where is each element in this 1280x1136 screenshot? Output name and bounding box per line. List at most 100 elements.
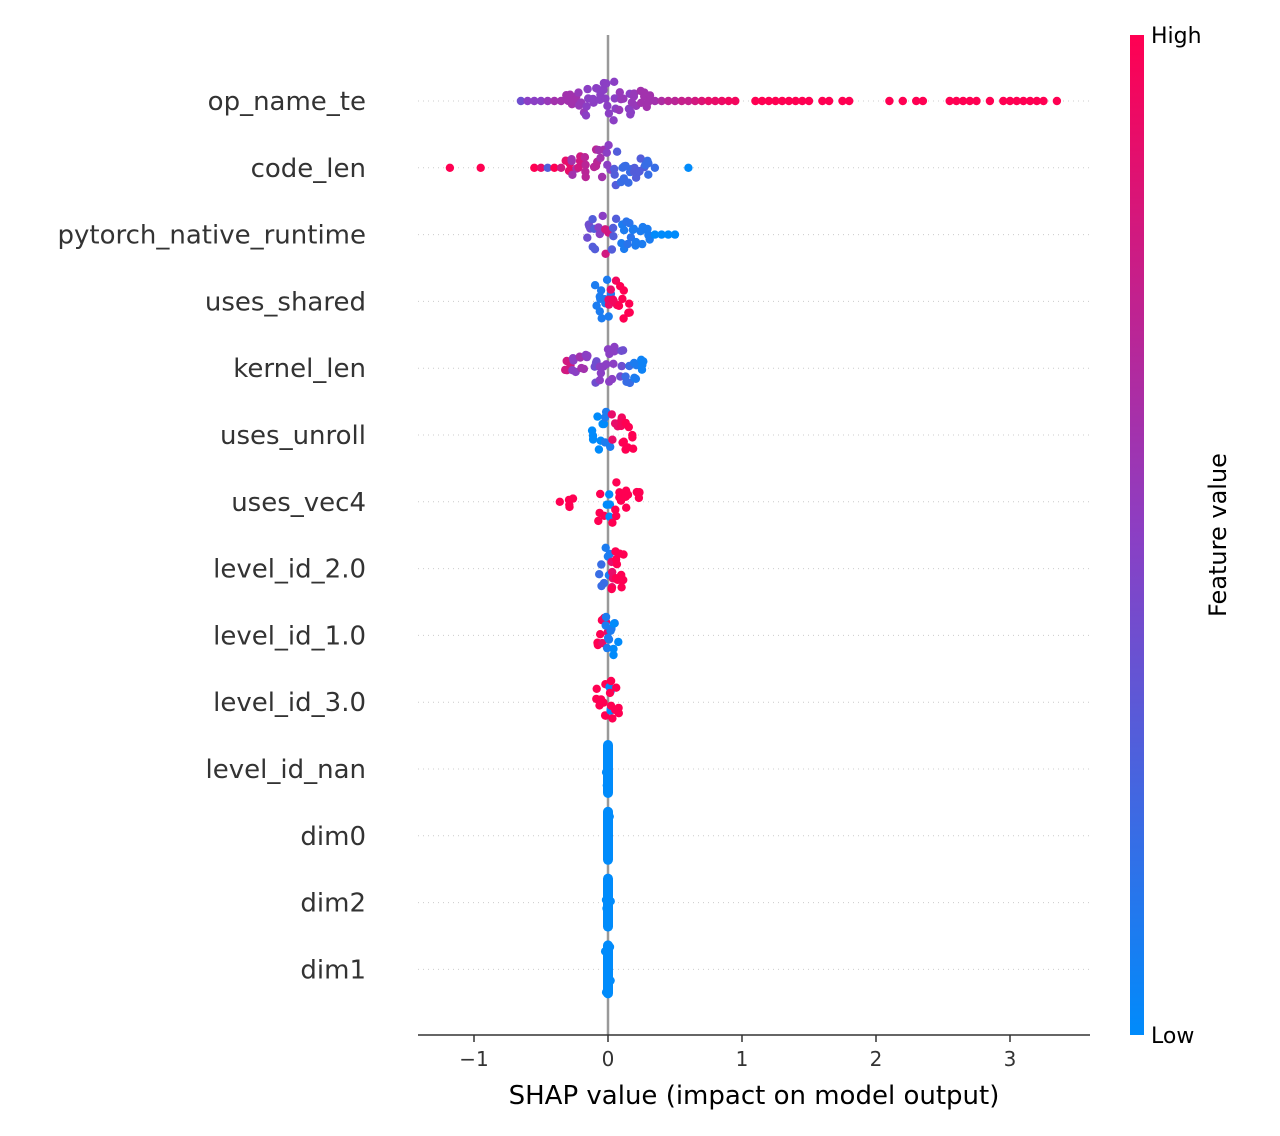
feature-label: level_id_1.0: [213, 621, 366, 651]
shap-point: [958, 96, 968, 106]
shap-point: [612, 147, 622, 156]
feature-label: dim2: [300, 889, 366, 919]
shap-point: [598, 211, 607, 221]
x-tick-label: 3: [1004, 1047, 1017, 1071]
shap-point: [657, 96, 666, 106]
shap-point: [621, 161, 630, 171]
shap-point: [609, 232, 618, 241]
shap-point: [595, 376, 604, 385]
beeswarm-points: [445, 77, 1062, 999]
shap-point: [612, 511, 621, 521]
shap-point: [624, 104, 634, 114]
x-tick-label: 0: [602, 1047, 615, 1071]
shap-point: [583, 84, 592, 94]
feature-points-level_id_2.0: [595, 543, 628, 594]
shap-point: [645, 91, 655, 100]
shap-point: [965, 96, 974, 106]
shap-point: [717, 96, 727, 106]
shap-point: [596, 489, 605, 499]
shap-point: [592, 684, 601, 693]
feature-label: dim1: [300, 955, 366, 985]
shap-point: [594, 145, 603, 155]
shap-point: [619, 314, 628, 323]
shap-point: [798, 96, 807, 106]
shap-point: [597, 581, 606, 591]
shap-point: [610, 170, 619, 179]
shap-point: [677, 96, 686, 106]
shap-point: [845, 96, 854, 106]
shap-point: [1005, 96, 1015, 106]
shap-point: [664, 230, 673, 239]
shap-point: [599, 698, 608, 707]
shap-point: [650, 96, 660, 106]
shap-point: [731, 96, 740, 106]
shap-point: [1012, 96, 1021, 106]
feature-label: uses_shared: [205, 287, 366, 317]
feature-label: pytorch_native_runtime: [58, 221, 366, 251]
shap-point: [635, 167, 644, 176]
shap-point: [574, 88, 583, 97]
feature-labels: op_name_te code_len pytorch_native_runtime…: [58, 87, 366, 985]
feature-points-level_id_3.0: [592, 676, 623, 723]
shap-point: [550, 163, 559, 172]
shap-point: [670, 230, 680, 239]
shap-point: [617, 583, 626, 592]
shap-point: [582, 102, 591, 111]
shap-point: [567, 155, 576, 164]
shap-point: [650, 163, 660, 172]
x-axis-ticks: −1 0 1 2 3: [459, 1035, 1016, 1071]
shap-point: [598, 419, 607, 429]
shap-point: [579, 364, 589, 374]
shap-point: [697, 96, 706, 106]
shap-point: [476, 163, 485, 172]
shap-point: [628, 433, 637, 442]
feature-label: level_id_nan: [206, 755, 366, 785]
shap-point: [607, 410, 616, 419]
shap-point: [625, 218, 634, 228]
x-axis-title: SHAP value (impact on model output): [509, 1081, 1000, 1111]
shap-point: [593, 412, 602, 421]
shap-point: [608, 714, 617, 723]
colorbar: [1130, 35, 1144, 1035]
feature-label: dim0: [300, 822, 366, 852]
shap-point: [595, 570, 604, 579]
shap-point: [596, 368, 606, 378]
shap-point: [757, 96, 767, 106]
shap-point: [523, 96, 532, 106]
shap-point: [612, 683, 621, 692]
shap-point: [581, 111, 591, 120]
feature-points-uses_vec4: [555, 478, 644, 527]
shap-point: [638, 239, 647, 249]
shap-point: [543, 96, 552, 106]
shap-point: [606, 676, 616, 686]
shap-point: [612, 478, 621, 487]
shap-point: [568, 494, 578, 503]
shap-point: [594, 516, 603, 526]
shap-point: [644, 230, 653, 240]
shap-point: [556, 163, 566, 172]
shap-point: [804, 96, 814, 106]
x-tick-label: 1: [736, 1047, 749, 1071]
shap-point: [601, 225, 610, 234]
shap-point: [590, 281, 600, 290]
shap-point: [597, 172, 607, 182]
shap-point: [616, 95, 626, 104]
shap-point: [594, 445, 604, 454]
shap-point: [625, 299, 634, 308]
shap-point: [588, 215, 597, 224]
shap-point: [601, 612, 611, 622]
shap-point: [609, 619, 619, 628]
shap-point: [543, 163, 552, 172]
shap-point: [595, 307, 604, 316]
shap-point: [568, 170, 577, 179]
colorbar-low-label: Low: [1151, 1024, 1194, 1049]
shap-point: [636, 227, 645, 236]
shap-point: [600, 438, 610, 447]
shap-point: [791, 96, 800, 106]
shap-point: [609, 116, 618, 125]
shap-point: [704, 96, 713, 106]
colorbar-high-label: High: [1151, 24, 1202, 49]
shap-point: [643, 156, 652, 165]
x-tick-label: 2: [870, 1047, 883, 1071]
